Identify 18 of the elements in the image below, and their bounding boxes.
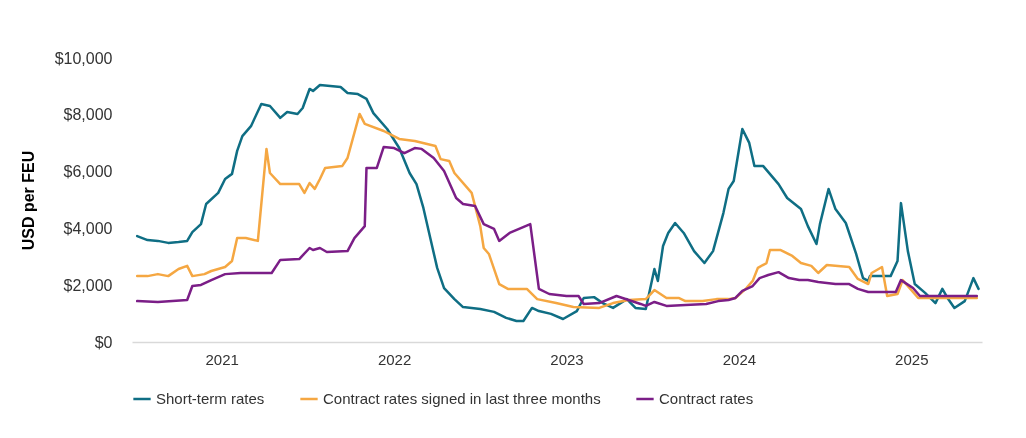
y-tick-label: $6,000	[63, 163, 113, 181]
legend-label: Contract rates signed in last three months	[323, 390, 601, 407]
legend-label: Short-term rates	[156, 390, 265, 407]
x-tick-label: 2022	[377, 350, 412, 368]
y-tick-label: $8,000	[63, 106, 113, 124]
y-tick-label: $10,000	[54, 49, 113, 67]
line-series	[135, 83, 980, 323]
y-axis-title: USD per FEU	[19, 150, 37, 251]
x-tick-label: 2023	[550, 350, 584, 368]
y-tick-label: $0	[94, 333, 113, 351]
y-tick-label: $2,000	[63, 276, 113, 294]
line-series	[135, 112, 979, 310]
legend-label: Contract rates	[659, 390, 754, 407]
line-series	[135, 145, 979, 308]
y-tick-label: $4,000	[63, 219, 113, 237]
x-tick-label: 2024	[722, 350, 757, 368]
x-tick-label: 2021	[205, 350, 239, 368]
x-tick-label: 2025	[895, 350, 929, 368]
